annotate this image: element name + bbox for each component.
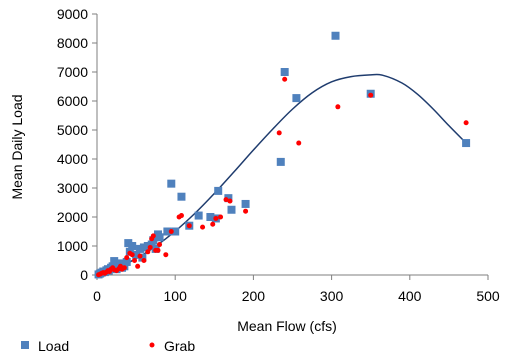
load-point xyxy=(167,179,176,188)
grab-point xyxy=(163,252,169,258)
grab-point xyxy=(124,255,130,261)
legend-square-marker-icon xyxy=(21,341,29,349)
load-point xyxy=(462,139,471,148)
load-point xyxy=(122,257,131,266)
legend-item-load: Load xyxy=(21,338,69,354)
y-tick-label: 3000 xyxy=(57,180,88,196)
legend-circle-marker-icon xyxy=(149,342,155,348)
grab-point xyxy=(137,253,143,259)
grab-point xyxy=(223,197,229,203)
y-tick-label: 6000 xyxy=(57,93,88,109)
load-point xyxy=(110,257,119,266)
x-axis-ticks: 0 100 200 300 400 500 xyxy=(93,275,500,304)
x-tick-label: 100 xyxy=(164,288,188,304)
legend-label-load: Load xyxy=(38,338,69,354)
legend-item-grab: Grab xyxy=(149,338,195,354)
grab-point xyxy=(155,247,161,253)
grab-point xyxy=(243,208,249,214)
grab-point xyxy=(129,252,135,258)
grab-point xyxy=(213,215,219,221)
load-point xyxy=(227,205,236,214)
grab-point xyxy=(141,258,147,263)
grab-point xyxy=(218,214,224,220)
grab-point xyxy=(335,104,341,110)
grab-point xyxy=(132,258,138,263)
y-tick-label: 4000 xyxy=(57,151,88,167)
load-point xyxy=(177,192,186,201)
legend: Load Grab xyxy=(21,338,195,354)
x-tick-label: 500 xyxy=(476,288,500,304)
grab-point xyxy=(157,242,163,248)
y-tick-label: 1000 xyxy=(57,238,88,254)
grab-point xyxy=(210,221,216,227)
load-point xyxy=(132,250,141,259)
grab-point xyxy=(282,76,288,82)
grab-point xyxy=(178,213,184,219)
grab-point xyxy=(147,244,153,250)
load-point xyxy=(280,68,289,76)
load-point xyxy=(147,240,156,249)
y-tick-label: 8000 xyxy=(57,35,88,51)
y-tick-label: 5000 xyxy=(57,122,88,138)
grab-point xyxy=(200,224,206,230)
grab-point xyxy=(186,223,192,229)
grab-series xyxy=(96,76,469,278)
load-point xyxy=(241,199,250,208)
grab-point xyxy=(227,198,233,204)
load-point xyxy=(171,227,180,236)
y-tick-label: 0 xyxy=(80,267,88,283)
load-point xyxy=(276,157,285,166)
grab-point xyxy=(296,140,302,146)
load-point xyxy=(128,242,137,250)
y-tick-label: 2000 xyxy=(57,209,88,225)
load-point xyxy=(206,213,215,221)
load-point xyxy=(292,94,301,103)
legend-label-grab: Grab xyxy=(164,338,195,354)
load-point xyxy=(155,233,164,242)
x-tick-label: 200 xyxy=(242,288,266,304)
axes: 0 1000 2000 3000 4000 5000 6000 7000 8000 9000 0 1… xyxy=(57,6,500,304)
y-tick-label: 9000 xyxy=(57,6,88,22)
trendline-curve xyxy=(96,73,467,276)
x-axis-label: Mean Flow (cfs) xyxy=(237,318,337,334)
trendline-layer xyxy=(96,73,467,276)
load-point xyxy=(224,194,233,203)
load-series xyxy=(94,31,471,279)
x-tick-label: 400 xyxy=(398,288,422,304)
load-point xyxy=(138,253,147,262)
load-point xyxy=(163,227,172,236)
x-tick-label: 0 xyxy=(93,288,101,304)
grab-point xyxy=(150,233,156,239)
load-point xyxy=(194,211,203,220)
grab-point xyxy=(145,249,151,255)
y-axis-label: Mean Daily Load xyxy=(9,94,25,199)
y-tick-label: 7000 xyxy=(57,64,88,80)
grab-point xyxy=(168,229,174,234)
grab-point xyxy=(135,263,141,269)
grab-point xyxy=(276,130,282,136)
grab-point xyxy=(121,265,127,271)
y-axis-ticks: 0 1000 2000 3000 4000 5000 6000 7000 8000 9000 xyxy=(57,6,97,283)
grab-point xyxy=(463,120,469,126)
grab-point xyxy=(368,92,374,98)
load-point xyxy=(214,186,223,195)
load-point xyxy=(331,31,340,40)
x-tick-label: 300 xyxy=(320,288,344,304)
